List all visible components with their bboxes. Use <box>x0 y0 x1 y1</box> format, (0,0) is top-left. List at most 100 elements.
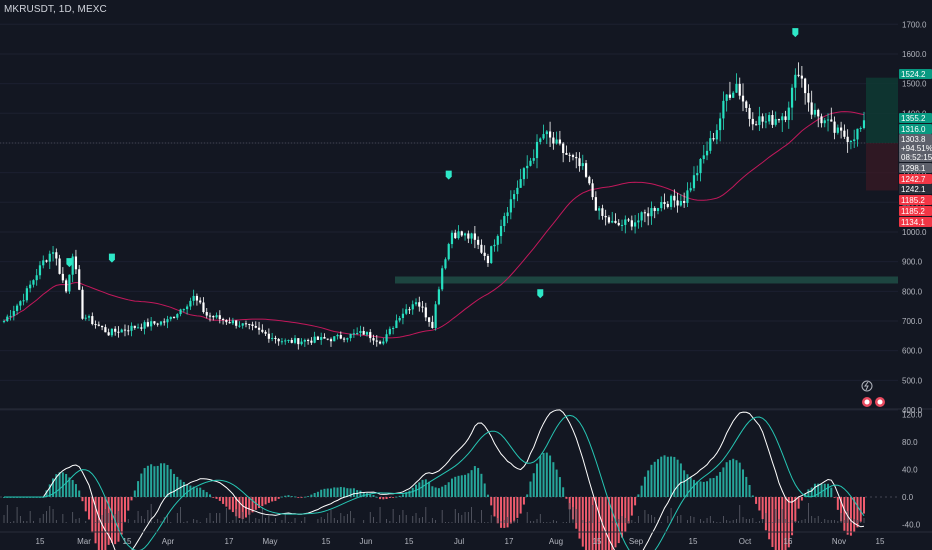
signal-marker <box>108 253 115 263</box>
price-tag-text: 1242.1 <box>901 185 926 194</box>
candle-body <box>735 83 738 93</box>
histogram-bar <box>199 487 202 497</box>
histogram-bar <box>156 465 159 497</box>
candle-body <box>254 325 257 328</box>
histogram-bar <box>849 497 852 536</box>
gridlines <box>0 23 932 411</box>
time-tick-label: Aug <box>549 537 563 546</box>
histogram-bar <box>74 484 77 497</box>
candle-body <box>719 118 722 131</box>
price-tag-text: +94.51% <box>901 144 932 153</box>
histogram-bar <box>506 497 509 528</box>
time-axis[interactable]: 15 Mar 15 Apr 17 May 15 Jun 15 Jul 17 Aug 15 Sep 15 Oct… <box>0 531 932 546</box>
histogram-bar <box>173 473 176 497</box>
histogram-bar <box>261 497 264 507</box>
profit-zone <box>866 77 898 143</box>
candle-body <box>248 323 251 325</box>
candle-body <box>853 139 856 142</box>
candle-body <box>120 329 123 333</box>
alert-icons[interactable] <box>861 380 885 407</box>
candle-body <box>333 336 336 342</box>
price-tag-box <box>899 113 932 123</box>
oscillator-pane[interactable] <box>0 409 898 550</box>
osc-tick-label: 120.0 <box>902 411 923 420</box>
histogram-bar <box>251 497 254 513</box>
histogram-bar <box>418 482 421 497</box>
candle-body <box>385 334 388 342</box>
candle-body <box>427 317 431 322</box>
histogram-bar <box>781 497 784 550</box>
histogram-bar <box>653 461 656 497</box>
candle-body <box>810 102 813 115</box>
histogram-bar <box>500 497 503 528</box>
candlestick-series[interactable] <box>2 62 866 350</box>
candle-body <box>826 119 830 121</box>
histogram-bar <box>329 488 332 497</box>
histogram-bar <box>650 464 653 497</box>
histogram-bar <box>526 494 529 497</box>
candle-body <box>189 300 192 307</box>
signal-marker <box>537 289 544 299</box>
candle-body <box>307 339 310 341</box>
candle-body <box>235 320 238 326</box>
histogram-bar <box>634 497 637 506</box>
price-tag-text: 1316.0 <box>901 125 926 134</box>
candle-body <box>271 337 274 339</box>
candle-body <box>257 327 261 330</box>
candle-body <box>689 188 692 191</box>
candle-body <box>738 83 741 96</box>
signal-marker <box>445 170 452 180</box>
time-tick-label: 17 <box>505 537 514 546</box>
candle-body <box>179 309 182 315</box>
candle-body <box>679 201 682 206</box>
candle-body <box>601 208 604 216</box>
histogram-bar <box>137 481 140 497</box>
candle-body <box>611 220 614 223</box>
candle-body <box>493 244 496 247</box>
histogram-bar <box>483 483 486 497</box>
time-tick-label: Sep <box>629 537 644 546</box>
price-tag-text: 1524.2 <box>901 70 926 79</box>
histogram-bar <box>702 481 705 497</box>
candle-body <box>176 314 179 318</box>
candle-body <box>663 202 666 205</box>
time-tick-label: 15 <box>593 537 602 546</box>
loss-zone <box>866 142 898 191</box>
time-tick-label: 15 <box>876 537 885 546</box>
histogram-bar <box>591 497 594 550</box>
histogram-bar <box>679 463 682 497</box>
histogram-bar <box>65 474 68 497</box>
histogram-bar <box>166 464 169 497</box>
candle-body <box>277 338 280 342</box>
histogram-bar <box>405 492 408 497</box>
candle-body <box>542 134 545 139</box>
histogram-bar <box>859 497 862 522</box>
histogram-bar <box>470 470 473 497</box>
histogram-bar <box>169 469 172 497</box>
histogram-bar <box>588 497 591 550</box>
candle-body <box>624 219 627 225</box>
candle-body <box>199 300 202 303</box>
histogram-bar <box>797 497 800 509</box>
candle-body <box>437 289 441 305</box>
candle-body <box>480 244 483 253</box>
histogram-bar <box>271 497 274 502</box>
candle-body <box>503 216 506 227</box>
candle-body <box>346 338 349 340</box>
candle-body <box>55 252 58 259</box>
candle-body <box>683 201 686 203</box>
candle-body <box>297 338 300 345</box>
candle-body <box>349 333 352 339</box>
histogram-bar <box>800 497 803 501</box>
histogram-bar <box>241 497 244 520</box>
histogram-bar <box>372 495 375 497</box>
candle-body <box>78 269 81 290</box>
histogram-bar <box>493 497 496 517</box>
candle-body <box>709 138 712 151</box>
histogram-bar <box>552 462 555 497</box>
candle-body <box>725 94 728 101</box>
candle-body <box>169 316 172 320</box>
histogram-bar <box>392 497 395 498</box>
